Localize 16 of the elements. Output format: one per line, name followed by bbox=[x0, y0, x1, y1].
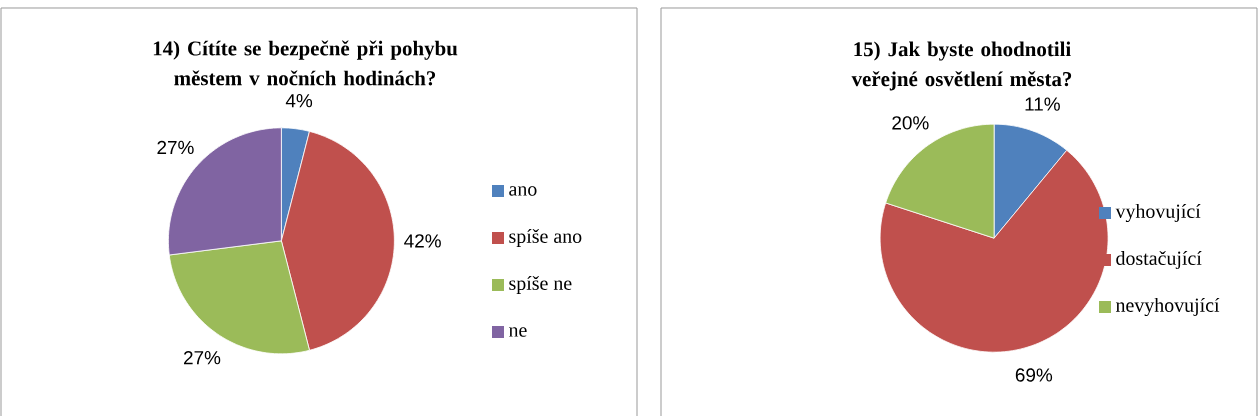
data-label: 4% bbox=[285, 93, 313, 108]
data-label: 27% bbox=[157, 140, 194, 154]
legend-label: spíše ano bbox=[509, 228, 582, 247]
legend-label: ano bbox=[509, 185, 537, 196]
legend-label: spíše ne bbox=[509, 275, 572, 294]
data-label: 27% bbox=[184, 350, 221, 365]
data-label: 42% bbox=[404, 233, 441, 248]
chart-title: 14) Cítíte se bezpečně při pohybu městem v nočních hodinách? bbox=[153, 40, 458, 86]
legend-label: nevyhovující bbox=[1115, 297, 1220, 316]
legend-label: vyhovující bbox=[1115, 203, 1201, 222]
legend-label: ne bbox=[508, 326, 527, 337]
data-label: 20% bbox=[892, 115, 929, 130]
data-label: 11% bbox=[1025, 97, 1060, 111]
data-label: 69% bbox=[1015, 368, 1053, 382]
chart-title: 15) Jak byste ohodnotili veřejné osvětlení města? bbox=[851, 41, 1072, 91]
legend-label: dostačující bbox=[1116, 250, 1202, 269]
